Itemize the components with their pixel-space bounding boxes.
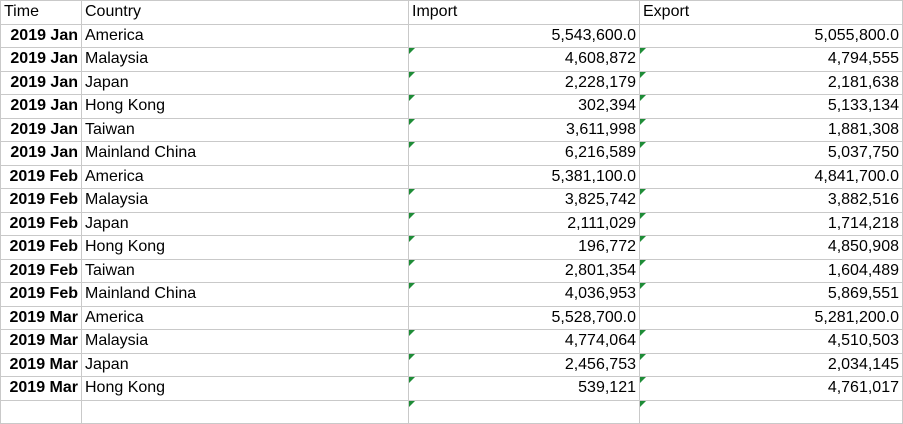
time-cell[interactable]: 2019 Feb: [0, 258, 82, 283]
country-cell[interactable]: Japan: [81, 352, 409, 377]
country-cell[interactable]: Hong Kong: [81, 376, 409, 401]
import-cell[interactable]: 4,608,872: [408, 47, 640, 72]
time-cell[interactable]: 2019 Jan: [0, 94, 82, 119]
table-row: 2019 Mar Japan 2,456,753 2,034,145: [0, 352, 903, 377]
import-cell[interactable]: 5,543,600.0: [408, 23, 640, 48]
header-cell-export[interactable]: Export: [639, 0, 903, 25]
table-row: 2019 Jan Hong Kong 302,394 5,133,134: [0, 94, 903, 119]
import-cell[interactable]: 5,381,100.0: [408, 164, 640, 189]
table-row: 2019 Jan America 5,543,600.0 5,055,800.0: [0, 23, 903, 48]
export-cell[interactable]: 1,714,218: [639, 211, 903, 236]
time-cell[interactable]: 2019 Jan: [0, 70, 82, 95]
export-cell[interactable]: 4,850,908: [639, 235, 903, 260]
import-cell[interactable]: 2,111,029: [408, 211, 640, 236]
import-cell[interactable]: 4,774,064: [408, 329, 640, 354]
table-row: 2019 Jan Malaysia 4,608,872 4,794,555: [0, 47, 903, 72]
time-cell[interactable]: 2019 Feb: [0, 211, 82, 236]
export-cell[interactable]: 2,034,145: [639, 352, 903, 377]
import-cell[interactable]: 3,825,742: [408, 188, 640, 213]
country-cell[interactable]: Malaysia: [81, 188, 409, 213]
country-cell[interactable]: America: [81, 305, 409, 330]
country-cell[interactable]: Hong Kong: [81, 94, 409, 119]
export-cell[interactable]: 3,882,516: [639, 188, 903, 213]
time-cell[interactable]: 2019 Jan: [0, 141, 82, 166]
export-cell[interactable]: [639, 399, 903, 424]
header-cell-country[interactable]: Country: [81, 0, 409, 25]
country-cell[interactable]: Mainland China: [81, 282, 409, 307]
table-row: 2019 Mar Hong Kong 539,121 4,761,017: [0, 376, 903, 401]
country-cell[interactable]: Japan: [81, 211, 409, 236]
table-row: 2019 Jan Japan 2,228,179 2,181,638: [0, 70, 903, 95]
import-cell[interactable]: 302,394: [408, 94, 640, 119]
export-cell[interactable]: 5,281,200.0: [639, 305, 903, 330]
country-cell[interactable]: America: [81, 23, 409, 48]
table-row: 2019 Mar America 5,528,700.0 5,281,200.0: [0, 305, 903, 330]
time-cell[interactable]: [0, 399, 82, 424]
country-cell[interactable]: Taiwan: [81, 258, 409, 283]
export-cell[interactable]: 4,841,700.0: [639, 164, 903, 189]
header-cell-import[interactable]: Import: [408, 0, 640, 25]
export-cell[interactable]: 4,794,555: [639, 47, 903, 72]
time-cell[interactable]: 2019 Mar: [0, 305, 82, 330]
table-row: 2019 Feb Malaysia 3,825,742 3,882,516: [0, 188, 903, 213]
country-cell[interactable]: Hong Kong: [81, 235, 409, 260]
export-cell[interactable]: 4,761,017: [639, 376, 903, 401]
import-cell[interactable]: 2,456,753: [408, 352, 640, 377]
import-cell[interactable]: 196,772: [408, 235, 640, 260]
time-cell[interactable]: 2019 Jan: [0, 47, 82, 72]
time-cell[interactable]: 2019 Feb: [0, 188, 82, 213]
table-row: 2019 Jan Taiwan 3,611,998 1,881,308: [0, 117, 903, 142]
time-cell[interactable]: 2019 Jan: [0, 117, 82, 142]
country-cell[interactable]: Taiwan: [81, 117, 409, 142]
time-cell[interactable]: 2019 Mar: [0, 376, 82, 401]
time-cell[interactable]: 2019 Mar: [0, 329, 82, 354]
import-cell[interactable]: 5,528,700.0: [408, 305, 640, 330]
time-cell[interactable]: 2019 Feb: [0, 282, 82, 307]
table-row: 2019 Mar Malaysia 4,774,064 4,510,503: [0, 329, 903, 354]
export-cell[interactable]: 1,604,489: [639, 258, 903, 283]
country-cell[interactable]: America: [81, 164, 409, 189]
country-cell[interactable]: Japan: [81, 70, 409, 95]
time-cell[interactable]: 2019 Feb: [0, 235, 82, 260]
table-row: 2019 Feb Taiwan 2,801,354 1,604,489: [0, 258, 903, 283]
table-row: 2019 Jan Mainland China 6,216,589 5,037,750: [0, 141, 903, 166]
table-row: [0, 399, 903, 424]
time-cell[interactable]: 2019 Mar: [0, 352, 82, 377]
import-cell[interactable]: 539,121: [408, 376, 640, 401]
export-cell[interactable]: 5,055,800.0: [639, 23, 903, 48]
export-cell[interactable]: 5,869,551: [639, 282, 903, 307]
country-cell[interactable]: Malaysia: [81, 47, 409, 72]
import-cell[interactable]: 2,228,179: [408, 70, 640, 95]
country-cell[interactable]: [81, 399, 409, 424]
table-row: 2019 Feb Japan 2,111,029 1,714,218: [0, 211, 903, 236]
table-row: 2019 Feb Hong Kong 196,772 4,850,908: [0, 235, 903, 260]
import-cell[interactable]: 6,216,589: [408, 141, 640, 166]
import-cell[interactable]: 3,611,998: [408, 117, 640, 142]
header-row: Time Country Import Export: [0, 0, 903, 25]
import-cell[interactable]: [408, 399, 640, 424]
country-cell[interactable]: Mainland China: [81, 141, 409, 166]
import-cell[interactable]: 4,036,953: [408, 282, 640, 307]
time-cell[interactable]: 2019 Jan: [0, 23, 82, 48]
export-cell[interactable]: 5,037,750: [639, 141, 903, 166]
import-cell[interactable]: 2,801,354: [408, 258, 640, 283]
country-cell[interactable]: Malaysia: [81, 329, 409, 354]
export-cell[interactable]: 1,881,308: [639, 117, 903, 142]
table-row: 2019 Feb Mainland China 4,036,953 5,869,551: [0, 282, 903, 307]
table-row: 2019 Feb America 5,381,100.0 4,841,700.0: [0, 164, 903, 189]
export-cell[interactable]: 4,510,503: [639, 329, 903, 354]
time-cell[interactable]: 2019 Feb: [0, 164, 82, 189]
export-cell[interactable]: 2,181,638: [639, 70, 903, 95]
export-cell[interactable]: 5,133,134: [639, 94, 903, 119]
header-cell-time[interactable]: Time: [0, 0, 82, 25]
